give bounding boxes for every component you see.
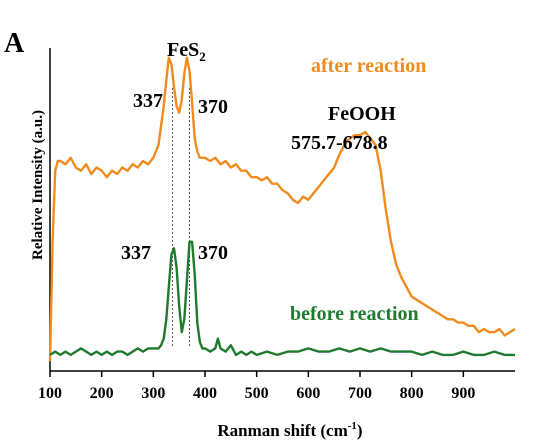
x-tick-label: 700 bbox=[348, 385, 372, 402]
panel-label: A bbox=[4, 28, 25, 59]
feooh-title-label: FeOOH bbox=[328, 103, 396, 125]
x-axis-label-close: ) bbox=[357, 421, 363, 440]
series-lines bbox=[48, 56, 516, 362]
before-reaction-series-line bbox=[49, 240, 515, 357]
x-tick-label: 200 bbox=[90, 385, 114, 402]
x-tick-label: 500 bbox=[245, 385, 269, 402]
x-ticks: 100 200 300 400 500 600 700 800 900 bbox=[38, 371, 475, 402]
x-axis-label-exponent: -1 bbox=[348, 420, 357, 432]
feooh-range-label: 575.7-678.8 bbox=[291, 132, 388, 154]
y-axis-label: Relative Intensity (a.u.) bbox=[30, 110, 46, 260]
x-tick-label: 800 bbox=[400, 385, 424, 402]
x-tick-label: 900 bbox=[451, 385, 475, 402]
after-peak-337-label: 337 bbox=[133, 90, 163, 112]
x-tick-label: 600 bbox=[296, 385, 320, 402]
x-tick-label: 300 bbox=[141, 385, 165, 402]
axes-frame bbox=[49, 48, 515, 372]
after-reaction-series-line bbox=[48, 56, 516, 362]
x-axis-label-main: Ranman shift (cm bbox=[217, 421, 347, 440]
x-tick-label: 100 bbox=[38, 385, 62, 402]
after-peak-370-label: 370 bbox=[198, 96, 228, 118]
x-tick-label: 400 bbox=[193, 385, 217, 402]
before-reaction-label: before reaction bbox=[290, 303, 419, 325]
peak-guides bbox=[171, 88, 190, 346]
before-peak-337-label: 337 bbox=[121, 242, 151, 264]
before-peak-370-label: 370 bbox=[198, 242, 228, 264]
x-axis-label: Ranman shift (cm-1) bbox=[217, 420, 362, 440]
fes2-label-main: FeS bbox=[167, 39, 199, 61]
fes2-label: FeS2 bbox=[167, 39, 206, 64]
after-reaction-label: after reaction bbox=[311, 55, 426, 77]
fes2-label-subscript: 2 bbox=[199, 49, 206, 64]
